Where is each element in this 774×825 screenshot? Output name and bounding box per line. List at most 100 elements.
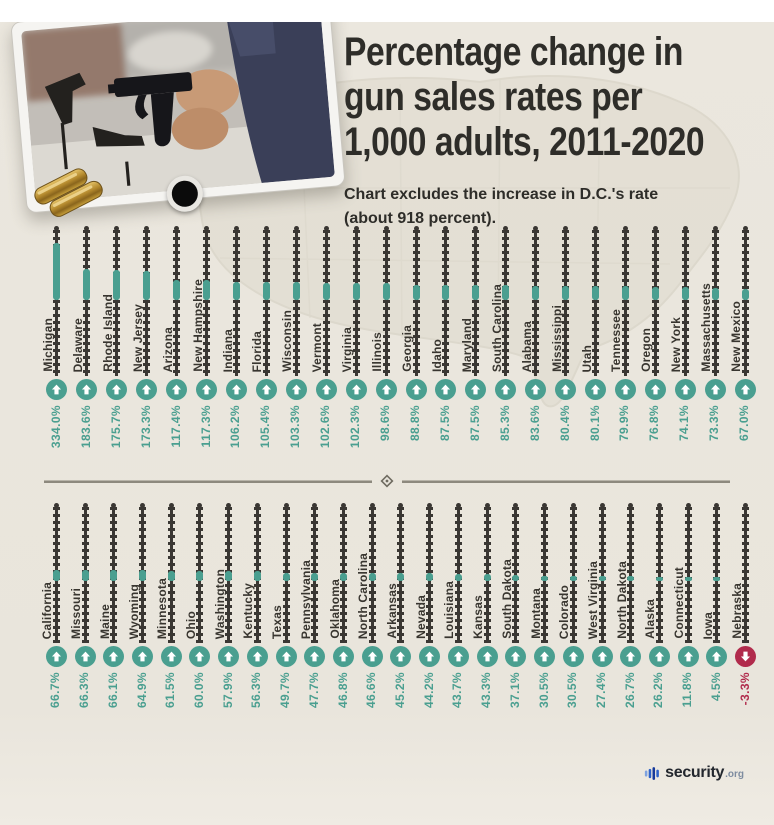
state-value: 74.1%	[677, 405, 692, 442]
header: Percentage change in gun sales rates per…	[0, 0, 774, 227]
value-segment	[113, 270, 121, 300]
value-segment	[110, 570, 118, 581]
down-arrow-icon	[741, 651, 751, 662]
state-column: Missouri 66.3%	[69, 503, 100, 750]
state-column: Wyoming 64.9%	[127, 503, 157, 750]
up-arrow-icon	[590, 384, 601, 395]
value-zone: 105.4%	[251, 403, 281, 467]
up-arrow-icon	[321, 384, 331, 395]
state-value: 30.5%	[565, 672, 580, 709]
state-value: -3.3%	[737, 672, 752, 706]
state-column: California 66.7%	[40, 503, 71, 750]
value-segment	[203, 280, 211, 300]
wire-zone: Wyoming	[127, 503, 157, 643]
up-arrow-icon	[82, 384, 92, 395]
barbed-wire-bar	[681, 226, 689, 376]
value-zone: 11.8%	[674, 670, 703, 750]
state-value: 106.2%	[228, 405, 243, 449]
state-value: 117.4%	[168, 405, 183, 448]
arrow-badge	[734, 379, 756, 400]
up-arrow-icon	[252, 651, 262, 662]
state-label: Alaska	[643, 599, 658, 639]
value-segment	[52, 570, 60, 581]
barbed-wire-bar	[262, 226, 270, 376]
arrow-badge	[285, 379, 307, 400]
up-arrow-icon	[441, 384, 451, 395]
wire-zone: Utah	[579, 226, 611, 376]
wire-zone: Virginia	[340, 226, 371, 376]
arrow-badge	[361, 646, 383, 667]
wire-zone: Louisiana	[442, 503, 473, 643]
state-label: New Mexico	[729, 301, 744, 372]
wire-zone: Colorado	[557, 503, 588, 643]
state-column: North Carolina 46.6%	[356, 503, 387, 750]
barbed-wire-bar	[621, 226, 629, 376]
state-value: 49.7%	[278, 672, 293, 709]
state-column: New York 74.1%	[669, 226, 700, 467]
state-column: Colorado 30.5%	[557, 503, 588, 750]
state-label: Oklahoma	[327, 579, 342, 639]
arrow-badge	[45, 646, 67, 667]
brand-tld: .org	[725, 769, 744, 780]
value-segment	[173, 280, 181, 300]
value-zone: -3.3%	[731, 670, 760, 750]
state-label: Massachusetts	[699, 283, 714, 372]
state-value: 79.9%	[617, 405, 632, 442]
state-column: Oregon 76.8%	[639, 226, 670, 467]
barbed-wire-bar	[352, 226, 360, 376]
value-segment	[81, 570, 89, 581]
arrow-badge	[218, 646, 240, 667]
state-column: Florida 105.4%	[250, 226, 281, 467]
wire-zone: South Dakota	[500, 503, 531, 643]
security-org-logo[interactable]: security .org	[644, 764, 744, 782]
state-value: 66.7%	[48, 672, 63, 709]
arrow-badge	[620, 646, 642, 667]
value-segment	[382, 283, 390, 300]
wire-zone: Pennsylvania	[298, 503, 329, 643]
up-arrow-icon	[561, 384, 571, 395]
value-segment	[53, 243, 61, 300]
state-column: Texas 49.7%	[270, 503, 301, 750]
arrow-badge	[674, 379, 696, 400]
wire-zone: Alaska	[643, 503, 674, 643]
value-segment	[655, 577, 663, 581]
value-zone: 26.2%	[645, 670, 674, 750]
state-label: Kentucky	[241, 583, 256, 639]
divider-diamond-icon	[380, 474, 394, 488]
state-column: South Dakota 37.1%	[500, 503, 531, 750]
section-divider	[44, 473, 730, 489]
value-zone: 45.2%	[387, 670, 416, 750]
state-label: Pennsylvania	[298, 559, 313, 639]
up-arrow-icon	[425, 651, 435, 662]
value-zone: 87.5%	[431, 403, 461, 467]
state-value: 85.3%	[497, 405, 512, 442]
arrow-badge	[315, 379, 337, 400]
state-value: 80.1%	[587, 405, 602, 442]
value-segment	[282, 573, 290, 581]
arrow-badge	[136, 379, 158, 400]
value-segment	[627, 576, 635, 581]
state-column: Connecticut 11.8%	[672, 503, 703, 750]
arrow-badge	[555, 379, 577, 400]
value-segment	[681, 287, 689, 300]
state-column: New Mexico 67.0%	[729, 226, 760, 467]
wire-zone: Connecticut	[672, 503, 703, 643]
up-arrow-icon	[142, 384, 152, 395]
state-column: Montana 30.5%	[529, 503, 559, 750]
state-value: 88.8%	[408, 405, 423, 442]
wire-zone: North Dakota	[615, 503, 645, 643]
value-segment	[368, 573, 376, 581]
state-label: Utah	[579, 344, 594, 372]
value-segment	[253, 571, 261, 581]
barbed-wire-bar	[569, 503, 577, 643]
value-segment	[412, 285, 420, 300]
wire-zone: Georgia	[400, 226, 431, 376]
state-label: Delaware	[70, 317, 85, 372]
state-value: 46.6%	[364, 672, 379, 709]
footer: security .org	[0, 750, 774, 782]
state-value: 87.5%	[437, 405, 452, 442]
state-column: Oklahoma 46.8%	[327, 503, 358, 750]
value-segment	[621, 286, 629, 300]
state-value: 66.3%	[77, 672, 92, 709]
state-label: Kansas	[471, 595, 486, 639]
